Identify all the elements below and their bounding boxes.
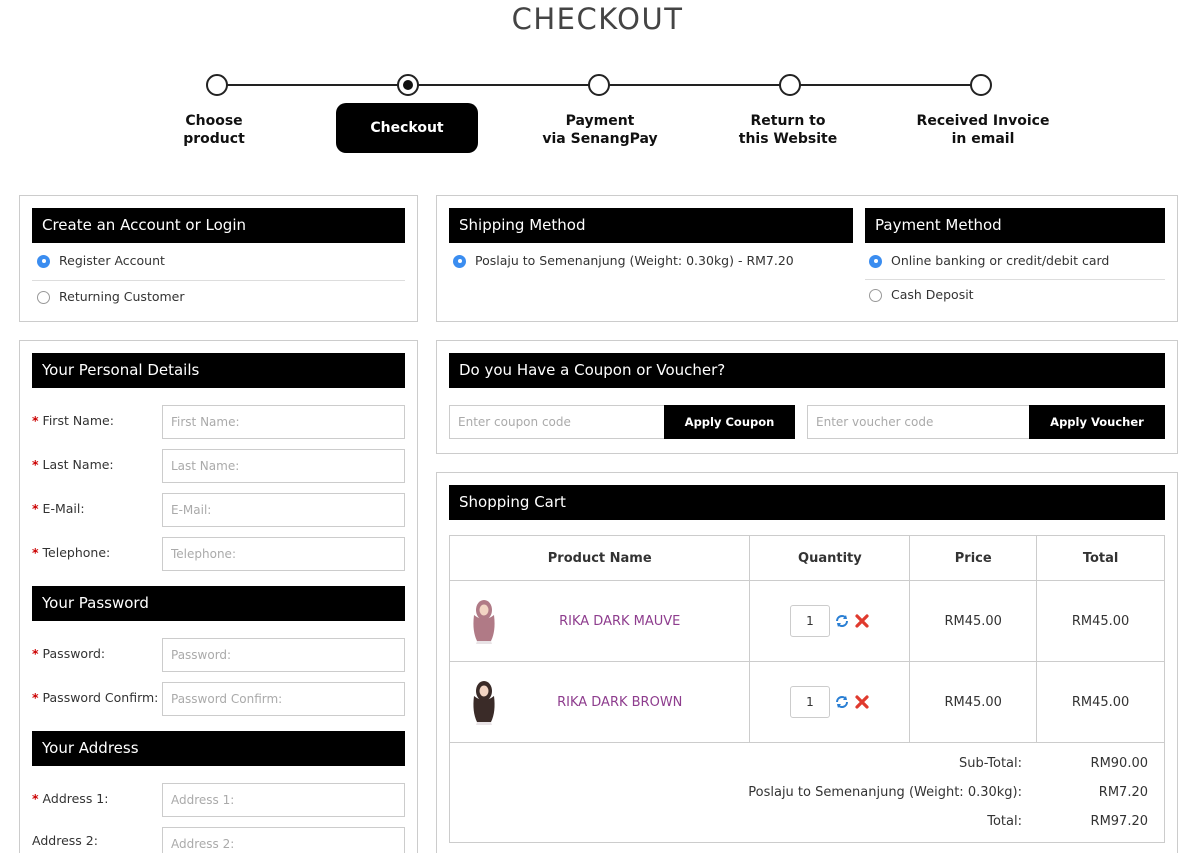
shipping-heading: Shipping Method: [449, 208, 853, 243]
total-cell: RM45.00: [1036, 580, 1165, 662]
table-row: RIKA DARK BROWN 1 RM45.00 RM45.00: [448, 661, 1165, 743]
returning-customer-radio[interactable]: [37, 290, 50, 304]
payment-heading: Payment Method: [865, 208, 1165, 243]
cart-header-row: Product Name Quantity Price Total: [448, 535, 1165, 581]
address2-input[interactable]: [162, 827, 405, 853]
coupon-heading: Do you Have a Coupon or Voucher?: [449, 353, 1165, 388]
column-header: Total: [1036, 535, 1165, 581]
email-input[interactable]: [162, 493, 405, 527]
column-header: Quantity: [749, 535, 911, 581]
step-5-indicator: [970, 74, 992, 96]
password-confirm-label: * Password Confirm:: [32, 690, 159, 705]
step-5-label: Received Invoice in email: [916, 113, 1050, 147]
first-name-label: * First Name:: [32, 413, 114, 428]
price-cell: RM45.00: [909, 661, 1038, 743]
password-input[interactable]: [162, 638, 405, 672]
returning-customer-option[interactable]: Returning Customer: [37, 288, 185, 306]
column-header: Product Name: [448, 535, 751, 581]
address-heading: Your Address: [32, 731, 405, 766]
last-name-input[interactable]: [162, 449, 405, 483]
quantity-input[interactable]: 1: [789, 605, 830, 637]
payment-cash-radio[interactable]: [869, 288, 882, 302]
product-cell: RIKA DARK MAUVE: [448, 580, 751, 662]
product-thumbnail[interactable]: [468, 678, 500, 726]
product-name-link[interactable]: RIKA DARK BROWN: [557, 694, 683, 710]
price-cell: RM45.00: [909, 580, 1038, 662]
payment-cash-option[interactable]: Cash Deposit: [869, 286, 974, 304]
shipping-cost-line: Poslaju to Semenanjung (Weight: 0.30kg):…: [748, 785, 1148, 800]
product-thumbnail[interactable]: [468, 597, 500, 645]
step-3-label: Payment via SenangPay: [542, 113, 658, 147]
refresh-icon[interactable]: [834, 613, 850, 629]
email-label: * E-Mail:: [32, 501, 85, 516]
totals-cell: Sub-Total: RM90.00 Poslaju to Semenanjun…: [449, 742, 1165, 843]
coupon-input[interactable]: [449, 405, 665, 439]
telephone-input[interactable]: [162, 537, 405, 571]
product-cell: RIKA DARK BROWN: [448, 661, 751, 743]
address1-input[interactable]: [162, 783, 405, 817]
remove-icon[interactable]: [854, 613, 870, 629]
cart-heading: Shopping Cart: [449, 485, 1165, 520]
personal-heading: Your Personal Details: [32, 353, 405, 388]
cart-table: Product Name Quantity Price Total RIKA D…: [448, 535, 1165, 843]
page-title: CHECKOUT: [511, 2, 684, 36]
password-label: * Password:: [32, 646, 106, 661]
table-row: RIKA DARK MAUVE 1 RM45.00 RM45.00: [448, 580, 1165, 662]
apply-voucher-button[interactable]: Apply Voucher: [1029, 405, 1165, 439]
step-1-label: Choose product: [183, 113, 245, 147]
payment-online-option[interactable]: Online banking or credit/debit card: [869, 252, 1109, 270]
step-1-indicator: [206, 74, 228, 96]
account-heading: Create an Account or Login: [32, 208, 405, 243]
refresh-icon[interactable]: [834, 694, 850, 710]
step-4-label: Return to this Website: [738, 113, 838, 147]
voucher-input[interactable]: [807, 405, 1030, 439]
quantity-input[interactable]: 1: [789, 686, 830, 718]
divider: [865, 279, 1165, 280]
register-account-radio[interactable]: [37, 254, 50, 268]
step-2-indicator: [397, 74, 419, 96]
totals-row: Sub-Total: RM90.00 Poslaju to Semenanjun…: [449, 742, 1165, 843]
product-name-link[interactable]: RIKA DARK MAUVE: [559, 613, 681, 629]
subtotal-line: Sub-Total: RM90.00: [959, 756, 1148, 771]
address2-label: Address 2:: [32, 833, 98, 848]
password-heading: Your Password: [32, 586, 405, 621]
quantity-cell: 1: [749, 661, 911, 743]
step-3-indicator: [588, 74, 610, 96]
step-4-indicator: [779, 74, 801, 96]
address1-label: * Address 1:: [32, 791, 109, 806]
shipping-radio[interactable]: [453, 254, 466, 268]
remove-icon[interactable]: [854, 694, 870, 710]
last-name-label: * Last Name:: [32, 457, 114, 472]
first-name-input[interactable]: [162, 405, 405, 439]
step-2-label: Checkout: [336, 103, 478, 153]
total-cell: RM45.00: [1036, 661, 1165, 743]
quantity-cell: 1: [749, 580, 911, 662]
shipping-option[interactable]: Poslaju to Semenanjung (Weight: 0.30kg) …: [453, 252, 794, 270]
telephone-label: * Telephone:: [32, 545, 111, 560]
divider: [32, 280, 405, 281]
grand-total-line: Total: RM97.20: [987, 814, 1148, 829]
column-header: Price: [909, 535, 1038, 581]
password-confirm-input[interactable]: [162, 682, 405, 716]
register-account-option[interactable]: Register Account: [37, 252, 165, 270]
apply-coupon-button[interactable]: Apply Coupon: [664, 405, 795, 439]
payment-online-radio[interactable]: [869, 254, 882, 268]
checkout-progress: Choose product Checkout Payment via Senang…: [0, 70, 1195, 170]
